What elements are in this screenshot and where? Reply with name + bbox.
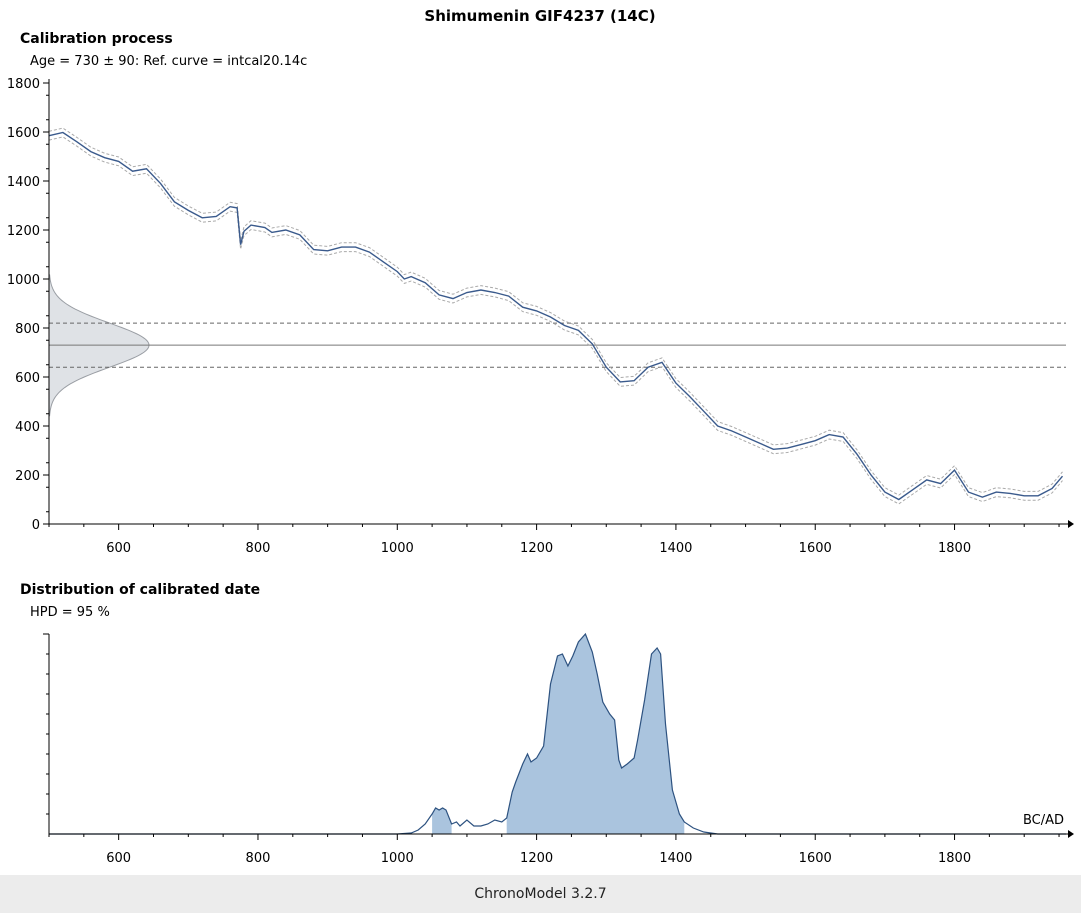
footer-version: ChronoModel 3.2.7 xyxy=(0,875,1081,913)
x-tick-label: 600 xyxy=(106,541,131,556)
x-tick-label: 1800 xyxy=(938,851,971,866)
y-tick-label: 1400 xyxy=(7,175,40,190)
y-tick-label: 1800 xyxy=(7,77,40,92)
x-tick-label: 1600 xyxy=(799,541,832,556)
calibration-curve xyxy=(48,131,1064,501)
density-x-axis-arrow xyxy=(1068,830,1074,838)
y-tick-label: 800 xyxy=(15,322,40,337)
chart-canvas: Shimumenin GIF4237 (14C) Calibration pro… xyxy=(7,7,1074,866)
x-tick-label: 1400 xyxy=(659,541,692,556)
x-tick-label: 1800 xyxy=(938,541,971,556)
y-tick-label: 600 xyxy=(15,371,40,386)
y-tick-label: 400 xyxy=(15,420,40,435)
density-curve xyxy=(49,632,1066,835)
calibration-plot: 0 200 400 600 800 1000 1200 1400 1600 1800 600 800 1… xyxy=(7,77,1074,556)
x-tick-label: 1200 xyxy=(520,541,553,556)
curve-lower-band xyxy=(48,136,1063,505)
distribution-section-title: Distribution of calibrated date xyxy=(20,582,260,598)
x-axis-unit-label: BC/AD xyxy=(1023,813,1064,828)
y-tick-label: 1000 xyxy=(7,273,40,288)
x-tick-label: 1400 xyxy=(659,851,692,866)
chart-svg: Shimumenin GIF4237 (14C) Calibration pro… xyxy=(7,7,1074,866)
x-tick-label: 1000 xyxy=(381,541,414,556)
distribution-subtitle: HPD = 95 % xyxy=(30,605,110,620)
y-tick-label: 1200 xyxy=(7,224,40,239)
x-axis-arrow xyxy=(1068,520,1074,528)
x-tick-label: 600 xyxy=(106,851,131,866)
hpd-region-1 xyxy=(432,808,452,834)
curve-upper-band xyxy=(48,127,1063,496)
x-tick-label: 1200 xyxy=(520,851,553,866)
distribution-plot: 600 800 1000 1200 1400 1600 1800 xyxy=(43,632,1074,866)
x-tick-label: 1600 xyxy=(799,851,832,866)
y-tick-label: 0 xyxy=(32,518,40,533)
x-tick-label: 800 xyxy=(246,541,271,556)
x-tick-label: 800 xyxy=(246,851,271,866)
calibration-section-title: Calibration process xyxy=(20,31,173,47)
calibration-subtitle: Age = 730 ± 90: Ref. curve = intcal20.14… xyxy=(30,54,307,69)
x-tick-label: 1000 xyxy=(381,851,414,866)
chart-main-title: Shimumenin GIF4237 (14C) xyxy=(424,7,655,25)
y-tick-label: 1600 xyxy=(7,126,40,141)
y-tick-label: 200 xyxy=(15,469,40,484)
